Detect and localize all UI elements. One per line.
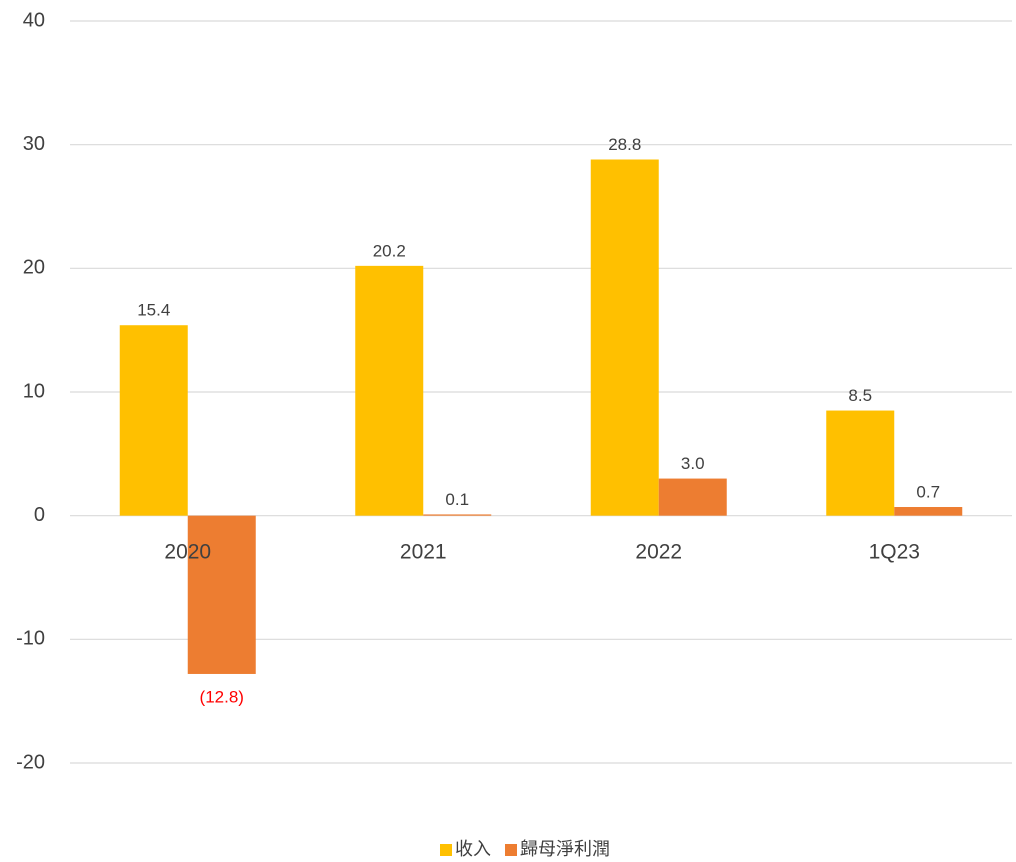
value-label: 0.1	[445, 490, 469, 509]
y-tick-label: -10	[16, 628, 45, 650]
value-label: 20.2	[373, 241, 406, 260]
y-tick-label: 30	[23, 133, 45, 155]
x-tick-label: 1Q23	[869, 541, 920, 564]
x-tick-label: 2020	[164, 541, 211, 564]
bar	[119, 325, 188, 516]
y-tick-label: 40	[23, 9, 45, 31]
value-label: 28.8	[608, 135, 641, 154]
legend-label: 歸母淨利潤	[520, 839, 610, 859]
x-tick-label: 2021	[400, 541, 447, 564]
legend-label: 收入	[455, 839, 491, 859]
value-label: (12.8)	[200, 687, 244, 706]
value-label: 15.4	[137, 301, 170, 320]
bar	[894, 507, 963, 516]
legend-swatch	[505, 844, 517, 856]
bar	[590, 159, 659, 516]
bar	[826, 410, 895, 516]
y-tick-label: 20	[23, 257, 45, 279]
bar	[423, 514, 492, 516]
x-tick-label: 2022	[635, 541, 682, 564]
y-tick-label: 0	[34, 504, 45, 526]
bar	[355, 265, 424, 516]
value-label: 8.5	[848, 386, 872, 405]
bar	[187, 515, 256, 674]
y-tick-label: -20	[16, 751, 45, 773]
value-label: 3.0	[681, 454, 705, 473]
y-tick-label: 10	[23, 380, 45, 402]
legend-swatch	[440, 844, 452, 856]
value-label: 0.7	[916, 482, 940, 501]
bar	[658, 478, 727, 516]
